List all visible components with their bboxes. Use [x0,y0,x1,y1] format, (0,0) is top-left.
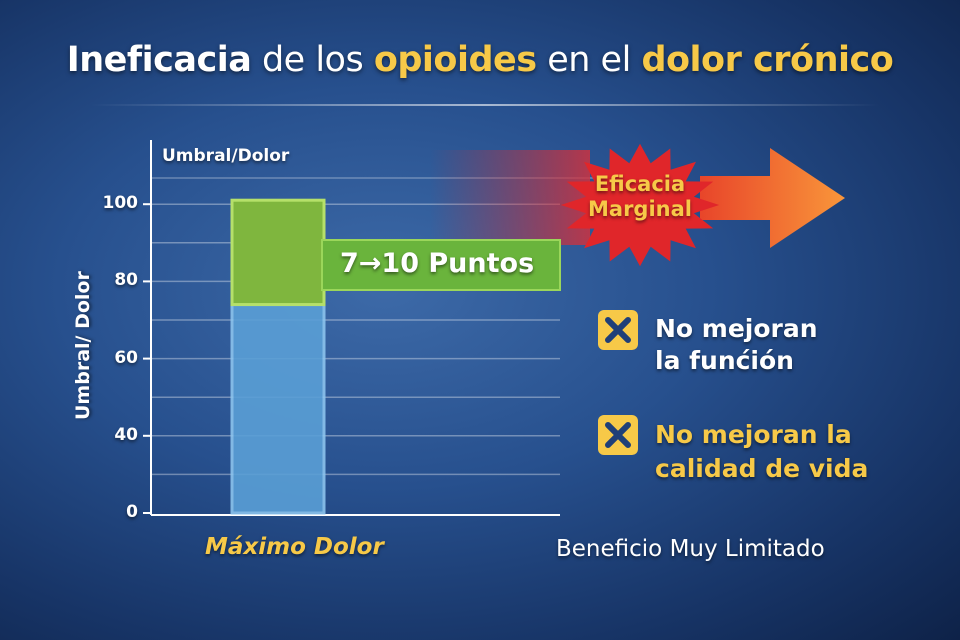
annotation-box [321,239,561,291]
x-mark-icon [598,415,638,455]
title-part: en el [536,40,642,80]
footer-label: Beneficio Muy Limitado [556,536,825,562]
burst-label: Eficacia Marginal [578,172,702,222]
y-axis-label: Umbral/ Dolor [72,271,94,420]
point-line: calidad de vida [655,454,869,483]
title-part: Ineficacia [66,40,252,80]
title-part: de los [251,40,374,80]
x-mark-icon [598,310,638,350]
title-part: dolor crónico [641,40,894,80]
bar-base [230,303,326,515]
axis-title-top: Umbral/Dolor [162,146,290,166]
bar-increment [230,198,326,307]
point-2: No mejoran la calidad de vida [655,418,868,486]
burst-line: Eficacia [594,172,686,196]
arrow-right-icon [700,148,845,248]
burst-line: Marginal [588,197,692,221]
point-line: No mejoran la [655,420,852,449]
y-tick-label: 60 [114,347,138,368]
title-divider [90,104,880,106]
point-line: la funćión [655,346,794,375]
page-title: Ineficacia de los opioides en el dolor c… [0,40,960,80]
point-1: No mejoran la funćión [655,313,818,377]
point-line: No mejoran [655,314,818,343]
starburst-icon [560,143,720,267]
annotation-label: 7→10 Puntos [340,248,535,279]
y-tick-label: 40 [114,424,138,445]
y-tick-label: 0 [126,502,138,522]
y-tick-label: 80 [114,270,138,291]
title-part: opioides [373,40,537,80]
y-tick-label: 100 [102,193,139,214]
x-category-label: Máximo Dolor [205,534,384,560]
red-haze [430,150,590,245]
